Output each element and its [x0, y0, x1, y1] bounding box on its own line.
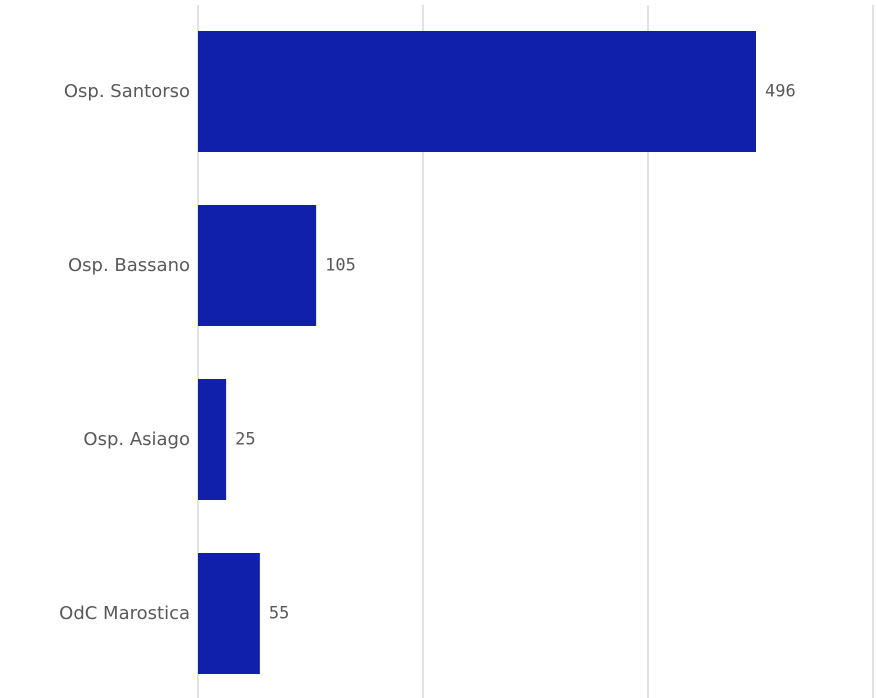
value-label: 496 — [765, 82, 796, 102]
category-labels: Osp. Santorso Osp. Bassano Osp. Asiago OdC … — [59, 81, 190, 624]
category-label: Osp. Santorso — [64, 81, 190, 102]
category-label: Osp. Bassano — [68, 255, 190, 276]
value-labels: 496 105 25 55 — [235, 82, 796, 624]
bar[interactable] — [198, 31, 756, 152]
bars — [198, 31, 756, 674]
bar[interactable] — [198, 379, 227, 500]
value-label: 55 — [269, 604, 289, 624]
category-label: Osp. Asiago — [83, 429, 190, 450]
bar[interactable] — [198, 205, 317, 326]
value-label: 25 — [235, 430, 255, 450]
value-label: 105 — [325, 256, 356, 276]
category-label: OdC Marostica — [59, 603, 190, 624]
bar[interactable] — [198, 553, 260, 674]
